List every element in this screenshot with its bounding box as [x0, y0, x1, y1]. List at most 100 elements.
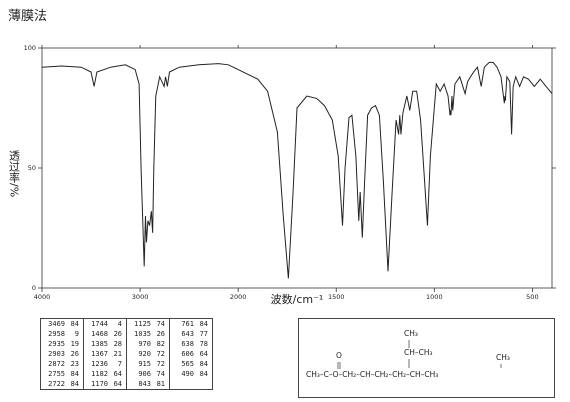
transmittance: 84 [199, 360, 208, 368]
y-tick-label: 0 [32, 284, 36, 292]
wavenumber: 761 [181, 320, 194, 328]
table-cell [169, 379, 213, 390]
transmittance: 26 [70, 350, 79, 358]
x-tick-label: 2000 [230, 293, 247, 301]
x-tick-label: 500 [526, 293, 538, 301]
wavenumber: 1236 [91, 360, 108, 368]
table-row: 2935 19 1385 28 970 82 638 78 [40, 339, 213, 349]
transmittance: 26 [156, 330, 165, 338]
wavenumber: 1035 [134, 330, 151, 338]
wavenumber: 1744 [91, 320, 108, 328]
structure-chain: CH₃–C–O–CH₂–CH–CH₂–CH₂–CH–CH₃ [306, 370, 438, 379]
y-tick-label: 100 [24, 44, 36, 52]
chart-title: 薄膜法 [8, 9, 47, 24]
table-row: 2755 84 1182 64 906 74 490 84 [40, 369, 213, 379]
table-cell: 843 81 [126, 379, 170, 390]
transmittance: 78 [199, 340, 208, 348]
wavenumber: 3469 [48, 320, 65, 328]
wavenumber: 638 [181, 340, 194, 348]
x-tick-label: 1500 [328, 293, 345, 301]
x-tick-label: 4000 [34, 293, 51, 301]
wavenumber: 970 [138, 340, 151, 348]
transmittance: 28 [113, 340, 122, 348]
structure-label: CH–CH₃ [404, 348, 433, 357]
table-cell: 920 72 [126, 349, 170, 359]
wavenumber: 2755 [48, 370, 65, 378]
table-cell: 1125 74 [126, 318, 170, 329]
wavenumber: 1385 [91, 340, 108, 348]
table-cell: 1170 64 [83, 379, 127, 390]
wavenumber: 643 [181, 330, 194, 338]
transmittance: 72 [156, 360, 165, 368]
table-cell: 1035 26 [126, 329, 170, 339]
table-row: 2903 26 1367 21 920 72 606 64 [40, 349, 213, 359]
table-cell: 2903 26 [40, 349, 84, 359]
table-cell: 906 74 [126, 369, 170, 379]
structure-label: CH₃ [404, 329, 418, 338]
table-cell: 970 82 [126, 339, 170, 349]
transmittance: 21 [113, 350, 122, 358]
transmittance: 82 [156, 340, 165, 348]
x-tick-label: 3000 [132, 293, 149, 301]
wavenumber: 2872 [48, 360, 65, 368]
structure-label: CH₃ [496, 353, 510, 362]
wavenumber: 2958 [48, 330, 65, 338]
transmittance: 84 [199, 320, 208, 328]
plot-frame [41, 47, 553, 289]
table-row: 3469 84 1744 4 1125 74 761 84 [40, 318, 213, 329]
spectrum-line [41, 61, 553, 279]
structure-frame [298, 318, 555, 398]
transmittance: 84 [70, 370, 79, 378]
structure-label: O [336, 351, 342, 360]
transmittance: 84 [70, 380, 79, 388]
transmittance: 26 [113, 330, 122, 338]
table-cell: 2872 23 [40, 359, 84, 369]
table-cell: 1468 26 [83, 329, 127, 339]
transmittance: 9 [74, 330, 79, 338]
table-cell: 915 72 [126, 359, 170, 369]
wavenumber: 2903 [48, 350, 65, 358]
table-cell: 2935 19 [40, 339, 84, 349]
wavenumber: 1170 [91, 380, 108, 388]
transmittance: 64 [113, 380, 122, 388]
wavenumber: 915 [138, 360, 151, 368]
table-row: 2872 23 1236 7 915 72 565 84 [40, 359, 213, 369]
table-cell: 1744 4 [83, 318, 127, 329]
x-tick-label: 1000 [426, 293, 443, 301]
table-row: 2958 9 1468 26 1035 26 643 77 [40, 329, 213, 339]
table-cell: 1236 7 [83, 359, 127, 369]
x-axis-label: 波数/cm⁻¹ [271, 293, 324, 306]
table-row: 2722 84 1170 64 843 81 [40, 379, 213, 390]
wavenumber: 906 [138, 370, 151, 378]
transmittance: 4 [117, 320, 122, 328]
wavenumber: 1182 [91, 370, 108, 378]
transmittance: 19 [70, 340, 79, 348]
table-cell: 1385 28 [83, 339, 127, 349]
table-cell: 761 84 [169, 318, 213, 329]
wavenumber: 843 [138, 380, 151, 388]
transmittance: 74 [156, 320, 165, 328]
wavenumber: 2722 [48, 380, 65, 388]
wavenumber: 920 [138, 350, 151, 358]
transmittance: 81 [156, 380, 165, 388]
wavenumber: 1125 [134, 320, 151, 328]
table-cell: 1367 21 [83, 349, 127, 359]
chart: 薄膜法 波数/cm⁻¹ 透过率/% 4000 3000 2000 1500 1000 50… [8, 9, 556, 306]
transmittance: 23 [70, 360, 79, 368]
wavenumber: 606 [181, 350, 194, 358]
table-cell: 2722 84 [40, 379, 84, 390]
transmittance: 72 [156, 350, 165, 358]
table-cell: 2958 9 [40, 329, 84, 339]
table-cell: 1182 64 [83, 369, 127, 379]
table-cell: 3469 84 [40, 318, 84, 329]
wavenumber: 1468 [91, 330, 108, 338]
table-cell: 565 84 [169, 359, 213, 369]
transmittance: 84 [70, 320, 79, 328]
structure-box: CH₃ CH–CH₃ CH₃ O CH₃–C–O–CH₂–CH–CH₂–CH₂–… [298, 318, 555, 398]
table-cell: 638 78 [169, 339, 213, 349]
y-axis-label: 透过率/% [8, 150, 21, 197]
table-cell: 606 64 [169, 349, 213, 359]
peak-table: 3469 84 1744 4 1125 74 761 84 2958 9 1468 26 1035 26 6… [40, 318, 213, 390]
transmittance: 84 [199, 370, 208, 378]
